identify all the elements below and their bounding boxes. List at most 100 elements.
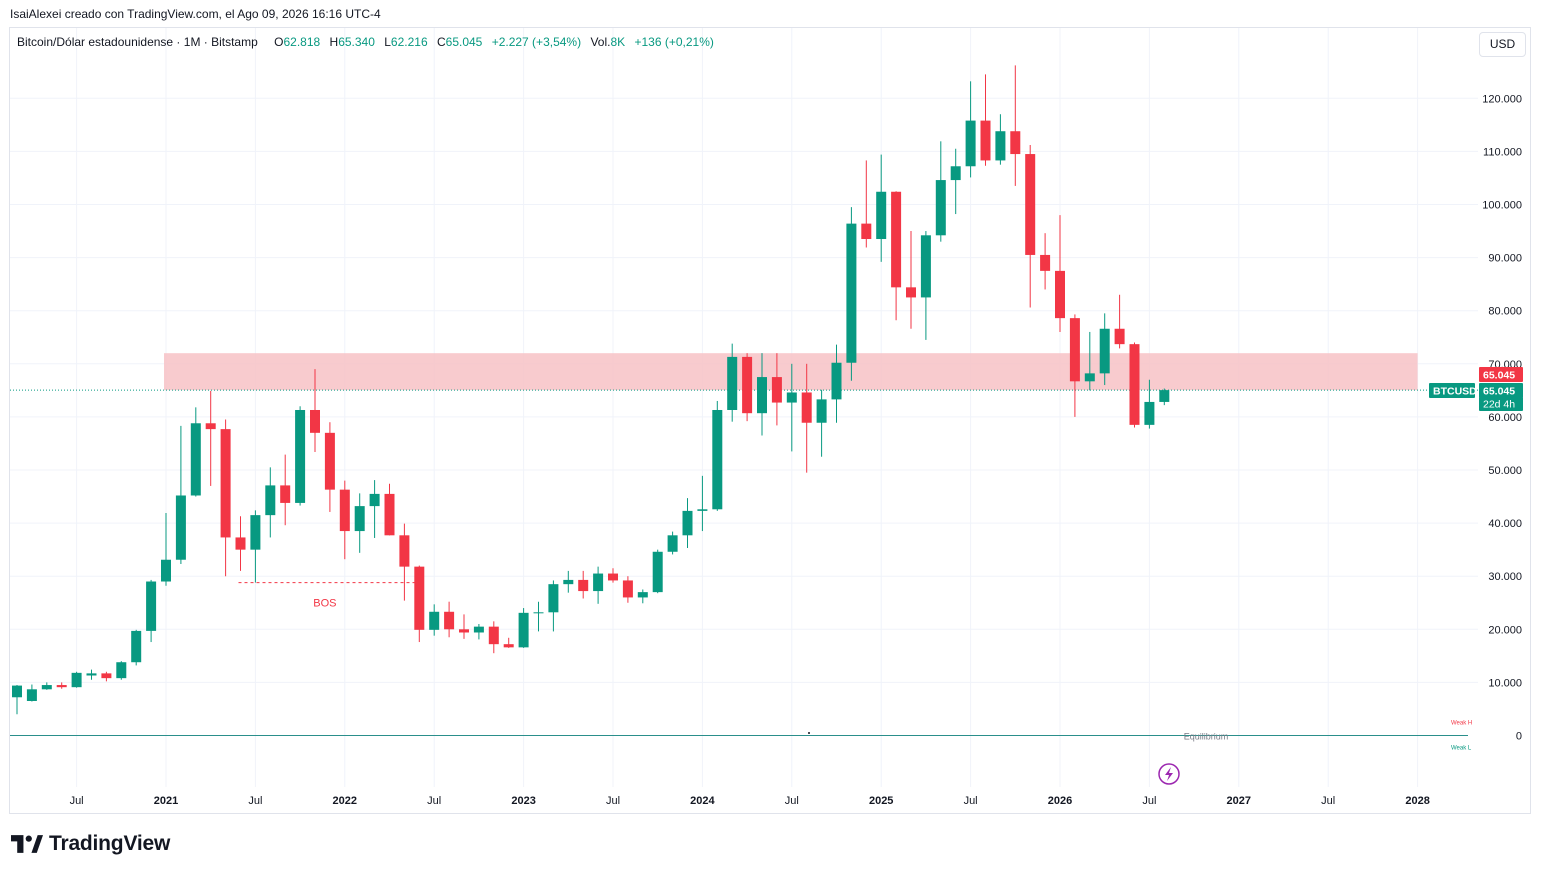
- x-tick-label: 2021: [154, 795, 178, 807]
- last-price-tag: 65.045: [1483, 386, 1515, 398]
- candle-body: [56, 685, 67, 688]
- legend-change: +2.227 (+3,54%): [491, 35, 582, 49]
- candle-body: [861, 223, 872, 240]
- candle-body: [354, 506, 365, 532]
- x-tick-label: Jul: [427, 795, 441, 807]
- tradingview-mark-icon: [11, 835, 43, 853]
- candle-body: [339, 489, 350, 532]
- symbol-legend: Bitcoin/Dólar estadounidense · 1M · Bits…: [17, 35, 714, 49]
- marker-dot: [808, 732, 810, 734]
- legend-high-label: H: [329, 35, 339, 49]
- candle-body: [101, 673, 112, 679]
- y-tick-label: 20.000: [1488, 624, 1522, 636]
- candle-body: [310, 409, 320, 433]
- candle-body: [488, 626, 499, 645]
- candle-body: [816, 399, 827, 423]
- legend-low-label: L: [384, 35, 391, 49]
- lightning-bolt: [1165, 767, 1173, 781]
- y-tick-label: 90.000: [1488, 253, 1522, 265]
- candle-body: [891, 191, 902, 288]
- weak-high-label: Weak H: [1451, 721, 1472, 727]
- candle-body: [876, 191, 887, 240]
- candle-body: [175, 495, 186, 560]
- x-tick-label: Jul: [606, 795, 620, 807]
- x-tick-label: 2025: [869, 795, 893, 807]
- currency-button[interactable]: USD: [1479, 32, 1526, 57]
- candle-body: [1055, 270, 1065, 319]
- candle-body: [563, 579, 574, 585]
- candle-body: [682, 510, 693, 536]
- candle-body: [608, 573, 618, 581]
- y-tick-label: 0: [1516, 731, 1522, 743]
- candle-body: [1099, 328, 1110, 374]
- zone-price-tag: 65.045: [1483, 370, 1515, 382]
- y-tick-label: 80.000: [1488, 306, 1522, 318]
- y-tick-label: 40.000: [1488, 518, 1522, 530]
- lightning-icon[interactable]: [1158, 763, 1180, 785]
- zone-price-tag-bg: [1479, 367, 1523, 382]
- symbol-tag-bg: [1429, 383, 1475, 398]
- x-tick-label: 2023: [511, 795, 535, 807]
- candle-body: [280, 485, 291, 503]
- candle-body: [473, 626, 484, 633]
- candle-body: [146, 581, 157, 631]
- candle-body: [742, 356, 753, 414]
- candle-body: [950, 166, 961, 181]
- brand-name: TradingView: [49, 832, 171, 855]
- candle-body: [250, 515, 261, 550]
- candle-body: [220, 429, 231, 538]
- weak-low-label: Weak L: [1451, 746, 1472, 752]
- candle-body: [369, 493, 380, 507]
- candle-body: [771, 377, 782, 403]
- chart-frame: [9, 27, 1531, 814]
- x-tick-label: Jul: [785, 795, 799, 807]
- candle-body: [1084, 373, 1095, 382]
- candle-body: [965, 120, 976, 167]
- x-tick-label: 2024: [690, 795, 715, 807]
- candle-body: [831, 362, 842, 400]
- x-tick-label: Jul: [1321, 795, 1335, 807]
- legend-close: 65.045: [445, 35, 483, 49]
- candle-body: [533, 612, 544, 614]
- x-tick-label: 2028: [1405, 795, 1429, 807]
- x-tick-label: Jul: [248, 795, 262, 807]
- legend-open-label: O: [274, 35, 284, 49]
- candle-body: [712, 409, 723, 510]
- legend-open: 62.818: [283, 35, 321, 49]
- legend-close-label: C: [436, 35, 446, 49]
- supply-zone: [164, 353, 1418, 391]
- candle-body: [727, 356, 738, 410]
- candle-body: [265, 485, 276, 516]
- x-tick-label: 2022: [333, 795, 357, 807]
- y-tick-label: 110.000: [1483, 146, 1522, 158]
- candle-body: [518, 612, 529, 648]
- candle-body: [578, 579, 589, 592]
- candle-body: [667, 535, 678, 552]
- candle-body: [459, 629, 469, 633]
- candle-body: [71, 672, 82, 688]
- candles: [12, 65, 1170, 715]
- candle-body: [429, 611, 440, 630]
- legend-high: 65.340: [338, 35, 375, 49]
- candle-body: [935, 180, 946, 236]
- bos-label: BOS: [313, 598, 336, 610]
- candle-body: [1129, 344, 1140, 425]
- y-tick-label: 10.000: [1488, 677, 1522, 689]
- candle-body: [980, 120, 991, 161]
- last-price-tag-bg: [1479, 383, 1523, 398]
- candle-body: [637, 592, 648, 598]
- equilibrium-label: Equilibrium: [1184, 732, 1229, 742]
- author-line: IsaiAlexei creado con TradingView.com, e…: [10, 7, 381, 21]
- y-tick-label: 60.000: [1488, 412, 1522, 424]
- candle-body: [384, 493, 395, 536]
- candle-body: [920, 235, 931, 298]
- candle-body: [652, 551, 663, 593]
- candle-body: [324, 432, 335, 490]
- legend-low: 62.216: [390, 35, 428, 49]
- candle-body: [295, 409, 306, 503]
- candle-body: [503, 644, 514, 648]
- x-tick-label: Jul: [1142, 795, 1156, 807]
- candle-body: [697, 509, 708, 511]
- candle-body: [995, 131, 1006, 161]
